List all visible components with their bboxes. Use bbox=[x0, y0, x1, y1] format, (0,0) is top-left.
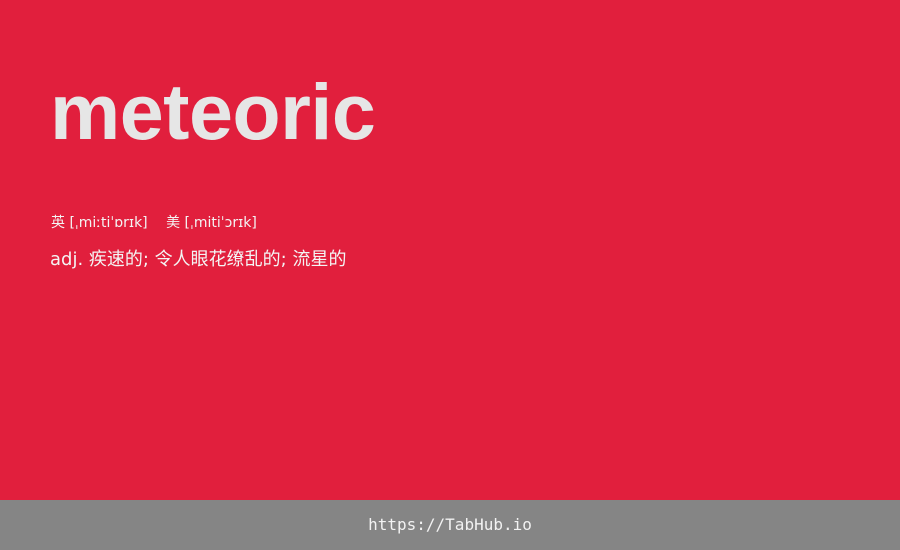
us-pronunciation: 美 [ˌmitiˈɔrɪk] bbox=[166, 215, 257, 231]
definition: adj. 疾速的; 令人眼花缭乱的; 流星的 bbox=[50, 249, 347, 270]
word-card: meteoric 英 [ˌmiːtiˈɒrɪk] 美 [ˌmitiˈɔrɪk] … bbox=[50, 67, 376, 270]
uk-pronunciation: 英 [ˌmiːtiˈɒrɪk] bbox=[51, 215, 148, 231]
pronunciation-row: 英 [ˌmiːtiˈɒrɪk] 美 [ˌmitiˈɔrɪk] bbox=[51, 213, 257, 233]
tabhub-link[interactable]: https://TabHub.io bbox=[368, 515, 532, 534]
footer-bar: https://TabHub.io bbox=[0, 500, 900, 550]
headword: meteoric bbox=[50, 67, 376, 156]
